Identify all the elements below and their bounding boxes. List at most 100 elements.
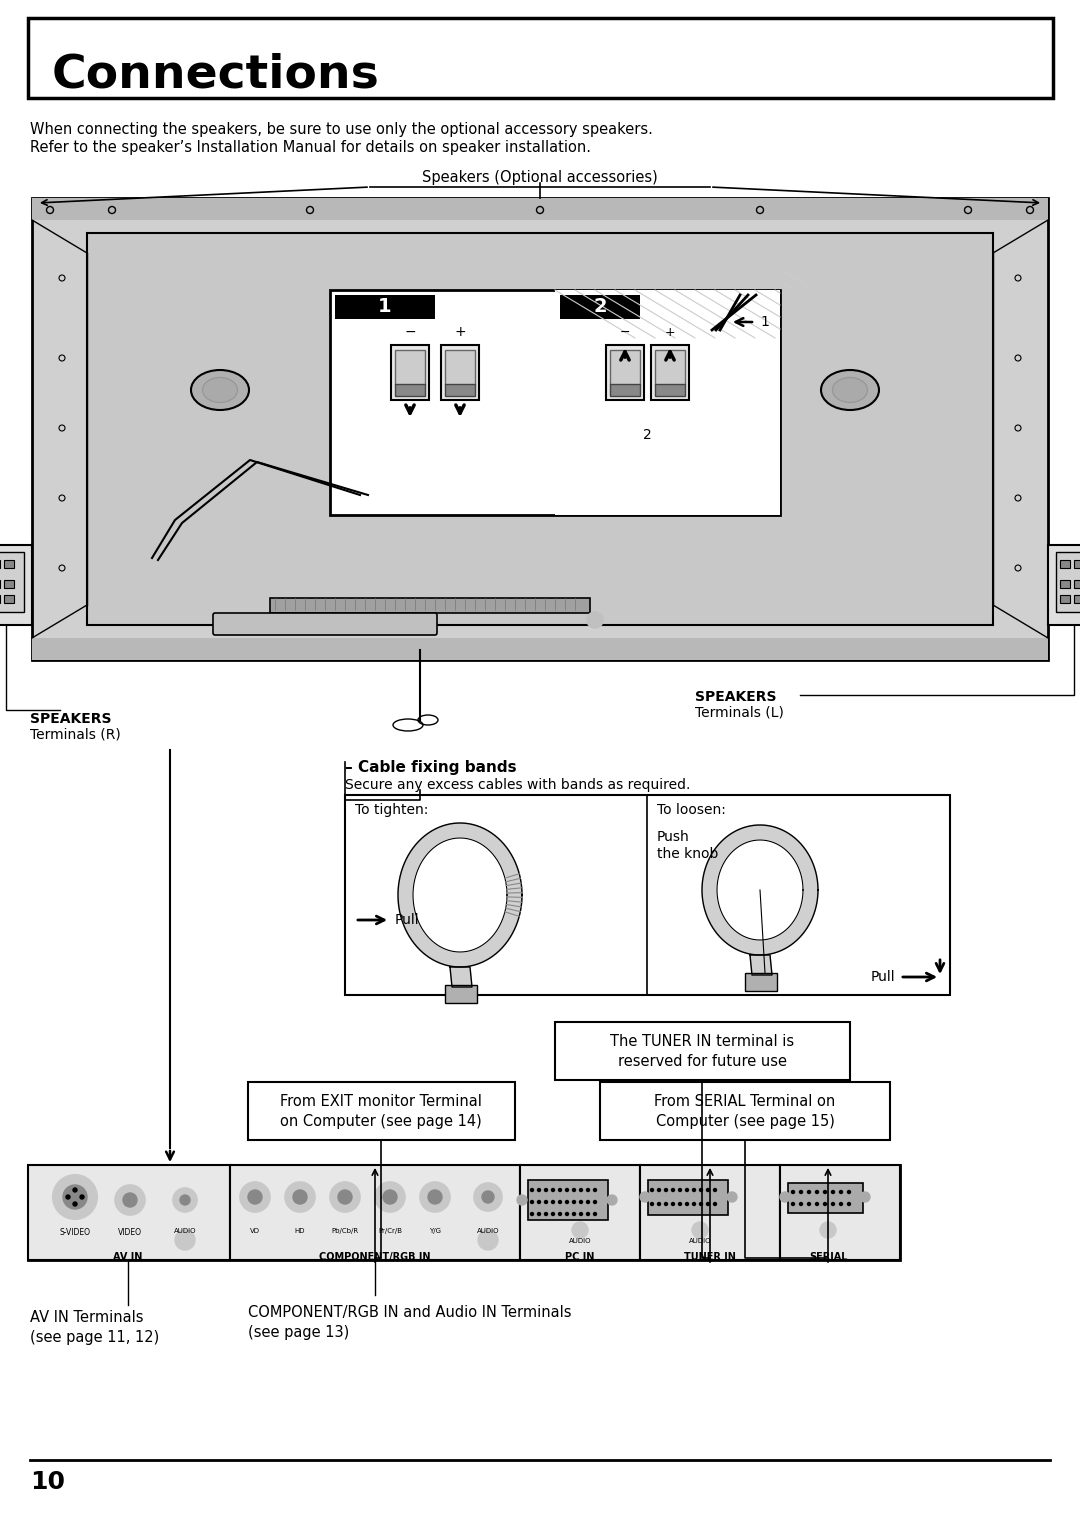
Circle shape bbox=[727, 1192, 737, 1203]
Text: Speakers (Optional accessories): Speakers (Optional accessories) bbox=[422, 170, 658, 185]
Bar bbox=[788, 1183, 863, 1213]
Circle shape bbox=[53, 1175, 97, 1219]
Circle shape bbox=[839, 1203, 842, 1206]
Text: PC IN: PC IN bbox=[565, 1251, 595, 1262]
Circle shape bbox=[580, 1213, 582, 1215]
Circle shape bbox=[692, 1189, 696, 1192]
Text: +: + bbox=[455, 325, 465, 339]
Bar bbox=[606, 345, 644, 400]
Bar bbox=[555, 1022, 850, 1080]
Circle shape bbox=[672, 1189, 675, 1192]
Circle shape bbox=[700, 1203, 702, 1206]
Bar bbox=[395, 350, 426, 385]
Bar bbox=[1059, 581, 1070, 588]
Text: Secure any excess cables with bands as required.: Secure any excess cables with bands as r… bbox=[345, 778, 690, 792]
Bar bbox=[4, 559, 14, 568]
Circle shape bbox=[594, 1189, 596, 1192]
Bar bbox=[4, 581, 14, 588]
Bar bbox=[640, 1164, 780, 1261]
Text: From SERIAL Terminal on: From SERIAL Terminal on bbox=[654, 1094, 836, 1109]
Circle shape bbox=[753, 310, 777, 335]
Bar bbox=[610, 350, 640, 385]
Text: the knob: the knob bbox=[657, 847, 718, 860]
Circle shape bbox=[650, 1189, 653, 1192]
Bar bbox=[441, 345, 480, 400]
Circle shape bbox=[538, 1213, 540, 1215]
Bar bbox=[1074, 594, 1080, 604]
Bar bbox=[335, 295, 435, 319]
Circle shape bbox=[572, 1213, 576, 1215]
Bar bbox=[4, 594, 14, 604]
Circle shape bbox=[780, 1192, 789, 1203]
Circle shape bbox=[692, 1222, 708, 1238]
Text: Refer to the speaker’s Installation Manual for details on speaker installation.: Refer to the speaker’s Installation Manu… bbox=[30, 141, 591, 154]
Circle shape bbox=[586, 1189, 590, 1192]
Text: HD: HD bbox=[295, 1229, 306, 1235]
Text: Terminals (L): Terminals (L) bbox=[696, 704, 784, 720]
Bar bbox=[528, 1180, 608, 1219]
Text: SPEAKERS: SPEAKERS bbox=[696, 691, 777, 704]
Text: SPEAKERS: SPEAKERS bbox=[30, 712, 111, 726]
Bar bbox=[1074, 581, 1080, 588]
Circle shape bbox=[517, 1195, 527, 1206]
Text: Pb/Cb/R: Pb/Cb/R bbox=[332, 1229, 359, 1235]
Circle shape bbox=[672, 1203, 675, 1206]
Bar bbox=[0, 552, 24, 613]
Circle shape bbox=[678, 1189, 681, 1192]
Circle shape bbox=[544, 1201, 548, 1204]
Circle shape bbox=[248, 1190, 262, 1204]
Circle shape bbox=[824, 1203, 826, 1206]
Bar bbox=[32, 639, 1048, 660]
Circle shape bbox=[552, 1201, 554, 1204]
Bar bbox=[270, 597, 590, 613]
Text: To tighten:: To tighten: bbox=[355, 804, 429, 817]
Text: reserved for future use: reserved for future use bbox=[618, 1054, 786, 1070]
Bar bbox=[445, 350, 475, 385]
Text: Pr/Cr/B: Pr/Cr/B bbox=[378, 1229, 402, 1235]
Circle shape bbox=[832, 1203, 835, 1206]
Bar bbox=[395, 384, 426, 396]
Circle shape bbox=[572, 1222, 588, 1238]
Text: Y/G: Y/G bbox=[429, 1229, 441, 1235]
Circle shape bbox=[635, 423, 659, 448]
Circle shape bbox=[839, 1190, 842, 1193]
Circle shape bbox=[580, 1189, 582, 1192]
Bar bbox=[330, 290, 780, 515]
Text: From EXIT monitor Terminal: From EXIT monitor Terminal bbox=[280, 1094, 482, 1109]
Circle shape bbox=[338, 1190, 352, 1204]
Ellipse shape bbox=[833, 377, 867, 402]
Circle shape bbox=[544, 1189, 548, 1192]
Circle shape bbox=[558, 1201, 562, 1204]
Text: −: − bbox=[620, 325, 631, 339]
Circle shape bbox=[860, 1192, 870, 1203]
Circle shape bbox=[530, 1201, 534, 1204]
Circle shape bbox=[792, 1190, 795, 1193]
Text: To loosen:: To loosen: bbox=[657, 804, 726, 817]
Circle shape bbox=[530, 1189, 534, 1192]
Text: 10: 10 bbox=[30, 1470, 65, 1494]
Circle shape bbox=[285, 1183, 315, 1212]
Text: AUDIO: AUDIO bbox=[569, 1238, 591, 1244]
Circle shape bbox=[175, 1230, 195, 1250]
Circle shape bbox=[383, 1190, 397, 1204]
Circle shape bbox=[594, 1213, 596, 1215]
Circle shape bbox=[538, 1189, 540, 1192]
Circle shape bbox=[824, 1190, 826, 1193]
Bar bbox=[1048, 545, 1080, 625]
Circle shape bbox=[428, 1190, 442, 1204]
Circle shape bbox=[658, 1203, 661, 1206]
Bar bbox=[445, 384, 475, 396]
Circle shape bbox=[640, 1192, 650, 1203]
Circle shape bbox=[66, 1195, 70, 1199]
Circle shape bbox=[586, 1213, 590, 1215]
Bar bbox=[87, 232, 993, 625]
Text: on Computer (see page 14): on Computer (see page 14) bbox=[280, 1114, 482, 1129]
Circle shape bbox=[420, 1183, 450, 1212]
Circle shape bbox=[820, 1222, 836, 1238]
Circle shape bbox=[478, 1230, 498, 1250]
Text: Pull: Pull bbox=[870, 970, 895, 984]
Bar bbox=[32, 199, 1048, 660]
Text: Computer (see page 15): Computer (see page 15) bbox=[656, 1114, 835, 1129]
Circle shape bbox=[607, 1195, 617, 1206]
FancyBboxPatch shape bbox=[213, 613, 437, 636]
